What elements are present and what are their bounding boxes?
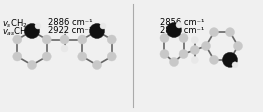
Circle shape bbox=[225, 56, 235, 65]
Circle shape bbox=[176, 23, 182, 29]
Circle shape bbox=[210, 28, 219, 37]
Circle shape bbox=[42, 53, 51, 61]
Circle shape bbox=[191, 37, 198, 44]
Circle shape bbox=[166, 23, 181, 38]
Circle shape bbox=[35, 24, 41, 30]
Circle shape bbox=[13, 53, 22, 61]
Text: 2890 cm⁻¹: 2890 cm⁻¹ bbox=[160, 26, 204, 35]
Circle shape bbox=[232, 62, 238, 68]
Circle shape bbox=[24, 24, 39, 39]
Circle shape bbox=[61, 46, 68, 53]
Circle shape bbox=[225, 28, 235, 37]
Circle shape bbox=[222, 53, 237, 68]
Circle shape bbox=[100, 24, 106, 30]
Circle shape bbox=[169, 58, 179, 67]
Text: $\mathit{v}_{as}$CH$_2$: $\mathit{v}_{as}$CH$_2$ bbox=[2, 26, 31, 38]
Circle shape bbox=[160, 34, 169, 43]
Circle shape bbox=[93, 61, 102, 70]
Circle shape bbox=[28, 27, 37, 36]
Text: $\mathit{v}_{s}$CH$_2$: $\mathit{v}_{s}$CH$_2$ bbox=[2, 18, 28, 30]
Circle shape bbox=[210, 56, 219, 65]
Circle shape bbox=[179, 50, 188, 59]
Circle shape bbox=[61, 28, 68, 35]
Circle shape bbox=[234, 42, 242, 51]
Circle shape bbox=[28, 61, 37, 70]
Text: 2922 cm⁻¹: 2922 cm⁻¹ bbox=[48, 26, 92, 35]
Circle shape bbox=[190, 46, 199, 55]
Circle shape bbox=[78, 53, 87, 61]
Circle shape bbox=[60, 36, 69, 45]
Text: 2886 cm⁻¹: 2886 cm⁻¹ bbox=[48, 18, 93, 27]
Circle shape bbox=[42, 36, 51, 45]
Circle shape bbox=[107, 36, 116, 45]
Circle shape bbox=[169, 26, 179, 35]
Circle shape bbox=[89, 24, 104, 39]
Circle shape bbox=[201, 42, 210, 51]
Circle shape bbox=[160, 50, 169, 59]
Text: 2856 cm⁻¹: 2856 cm⁻¹ bbox=[160, 18, 204, 27]
Circle shape bbox=[179, 34, 188, 43]
Circle shape bbox=[93, 27, 102, 36]
Circle shape bbox=[13, 36, 22, 45]
Circle shape bbox=[78, 36, 87, 45]
Circle shape bbox=[191, 57, 198, 64]
Circle shape bbox=[107, 53, 116, 61]
